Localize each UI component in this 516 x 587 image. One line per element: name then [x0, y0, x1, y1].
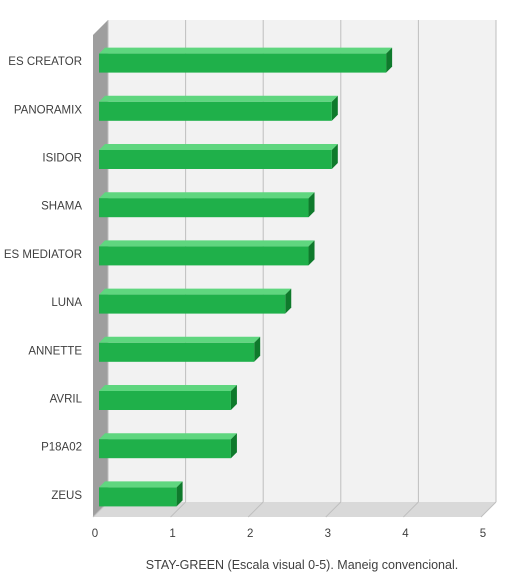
- category-label: ES CREATOR: [8, 56, 82, 68]
- category-label: ANNETTE: [28, 345, 82, 357]
- category-label: LUNA: [51, 297, 82, 309]
- floor-gridline: [403, 501, 419, 518]
- category-label: P18A02: [41, 442, 82, 454]
- bar: [99, 481, 183, 507]
- floor-gridline: [170, 501, 186, 518]
- category-label: SHAMA: [41, 201, 82, 213]
- bar-top: [99, 192, 315, 199]
- bar-front: [99, 101, 332, 121]
- bar-front: [99, 342, 255, 362]
- bar-side: [331, 95, 338, 121]
- bar: [99, 336, 261, 362]
- x-tick-label: 0: [92, 528, 98, 540]
- bar-front: [99, 439, 231, 459]
- bars: [99, 47, 393, 507]
- category-label: PANORAMIX: [14, 104, 82, 116]
- category-label: ES MEDIATOR: [4, 249, 82, 261]
- bar: [99, 144, 338, 169]
- category-labels: ES CREATOR PANORAMIX ISIDOR SHAMA ES MEDIATO…: [4, 56, 83, 502]
- bar-top: [99, 144, 338, 150]
- bar-side: [386, 47, 393, 73]
- bar-top: [99, 47, 393, 54]
- category-label: ZEUS: [51, 490, 82, 502]
- bar-front: [99, 150, 332, 169]
- x-tick-labels: 0 1 2 3 4 5: [92, 528, 486, 540]
- bar-front: [99, 391, 231, 410]
- floor-gridline: [325, 501, 342, 518]
- bar-side: [285, 288, 292, 314]
- bar-front: [99, 198, 309, 218]
- bar-top: [99, 481, 183, 488]
- category-label: AVRIL: [50, 394, 83, 406]
- bar-top: [99, 385, 237, 391]
- x-tick-label: 1: [169, 528, 175, 540]
- bar-side: [230, 433, 237, 459]
- category-label: ISIDOR: [42, 153, 82, 165]
- bar-side: [254, 336, 261, 362]
- bar-top: [99, 433, 237, 440]
- floor-gridline: [247, 501, 264, 518]
- bar-top: [99, 288, 292, 295]
- bar: [99, 433, 237, 459]
- x-tick-label: 4: [402, 528, 409, 540]
- bar-side: [308, 240, 315, 266]
- x-tick-label: 3: [325, 528, 331, 540]
- bar-top: [99, 95, 338, 102]
- bar-front: [99, 487, 177, 507]
- x-axis-label: STAY-GREEN (Escala visual 0-5). Maneig c…: [146, 558, 458, 572]
- bar-side: [176, 481, 183, 507]
- bar-side: [230, 385, 237, 410]
- bar: [99, 240, 315, 266]
- bar-side: [331, 144, 338, 169]
- bar-front: [99, 294, 286, 314]
- bar: [99, 385, 237, 410]
- plot-floor: [93, 502, 496, 517]
- bar: [99, 95, 338, 121]
- x-tick-label: 5: [480, 528, 486, 540]
- bar-front: [99, 53, 387, 73]
- bar-top: [99, 336, 261, 343]
- bar: [99, 192, 315, 218]
- floor-gridline: [480, 501, 497, 518]
- bar-top: [99, 240, 315, 247]
- bar-side: [308, 192, 315, 218]
- bar: [99, 288, 292, 314]
- bar: [99, 47, 393, 73]
- x-tick-label: 2: [247, 528, 253, 540]
- bar-front: [99, 246, 309, 266]
